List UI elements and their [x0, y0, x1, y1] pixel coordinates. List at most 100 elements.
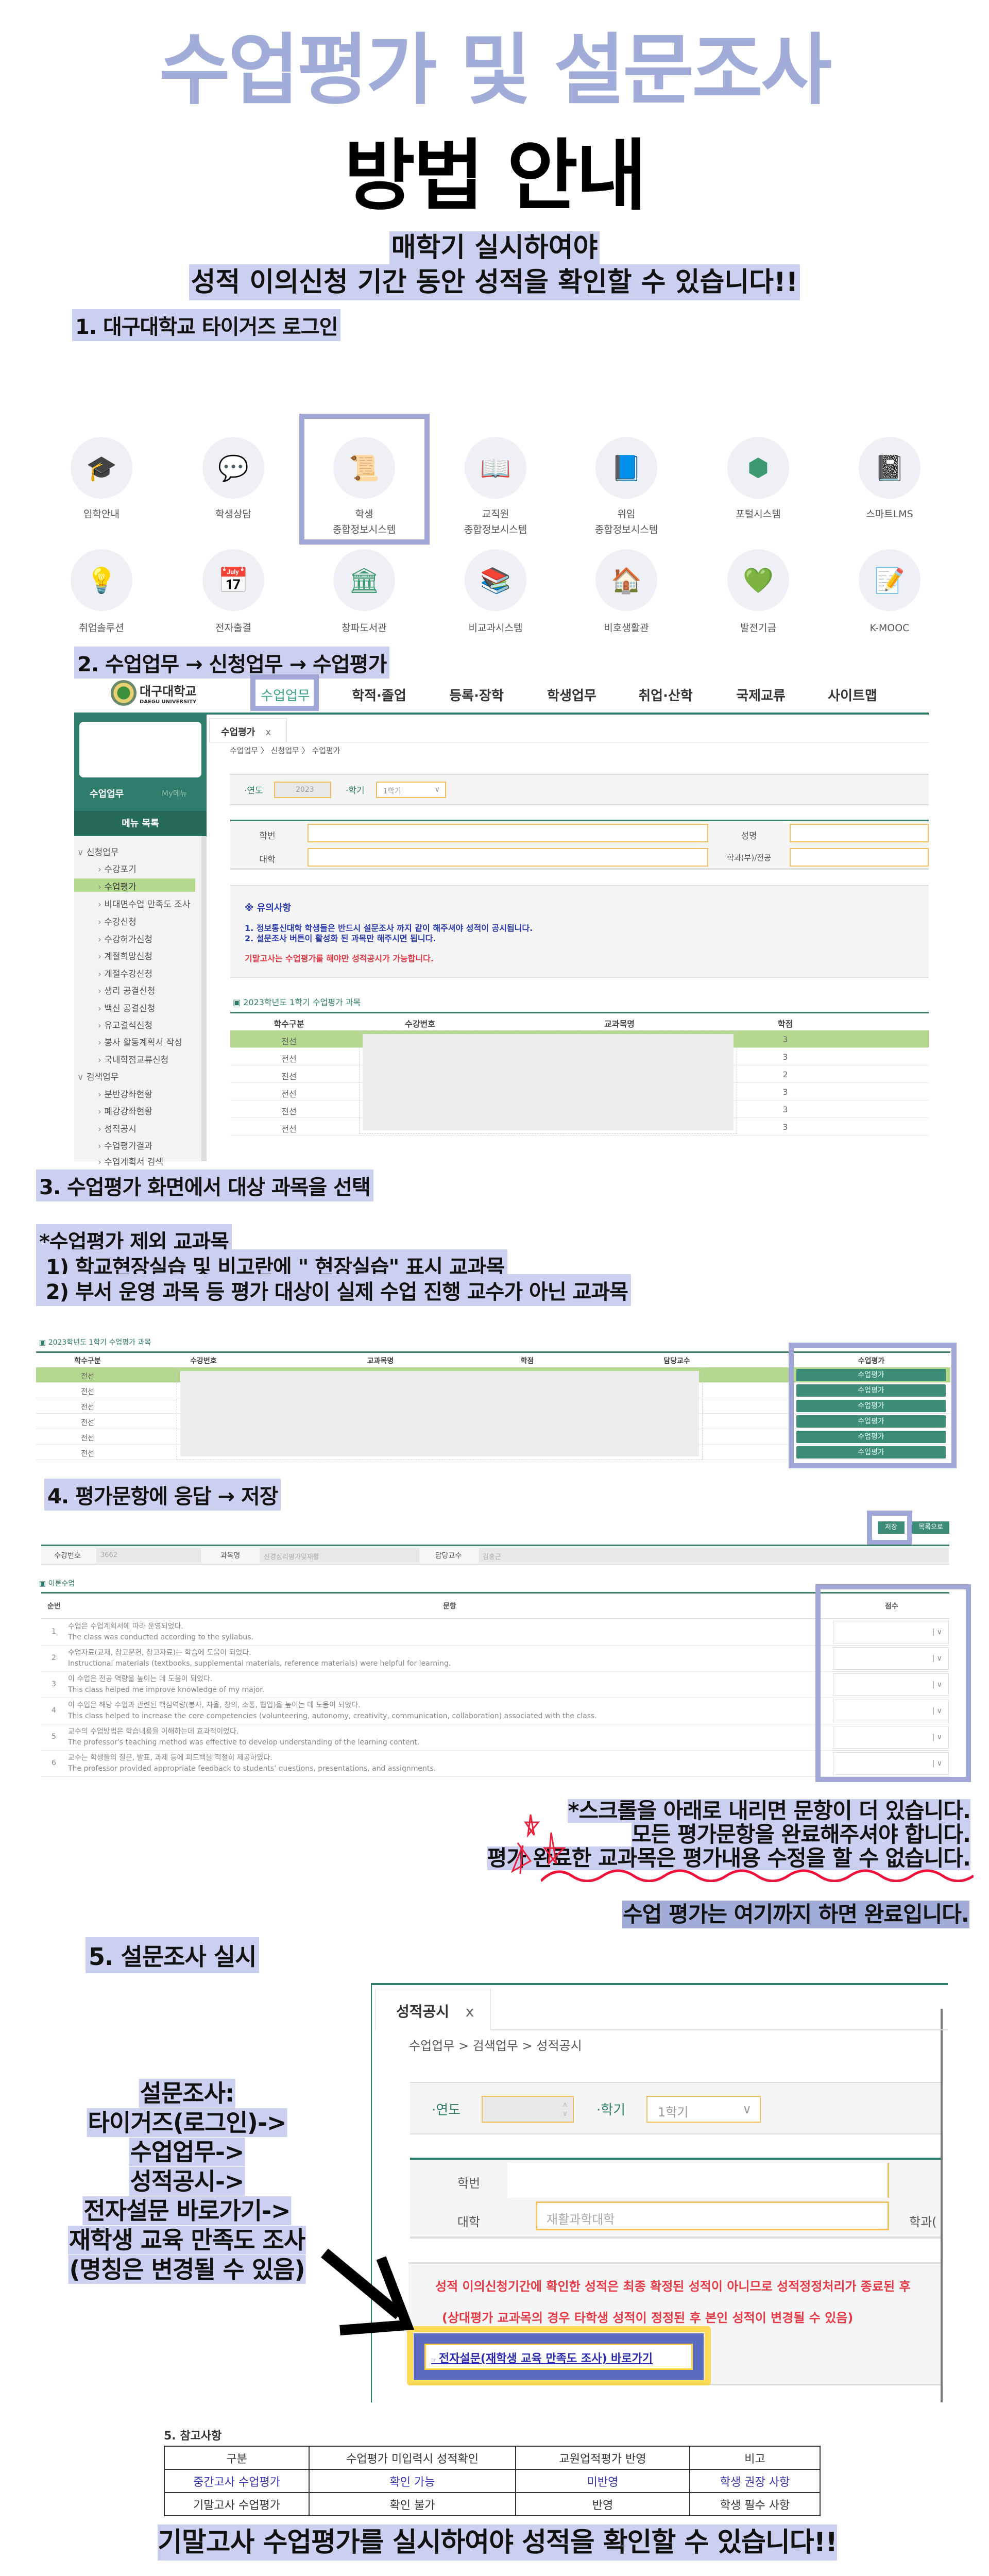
- student-id-input[interactable]: [507, 2163, 889, 2198]
- student-id-input[interactable]: [308, 824, 708, 842]
- scrollbar[interactable]: [941, 2009, 943, 2402]
- college-input[interactable]: 재활과학대학: [536, 2201, 889, 2230]
- portal-link-label[interactable]: 비호생활관: [604, 622, 649, 634]
- evaluate-button[interactable]: 수업평가: [796, 1415, 946, 1428]
- table-row[interactable]: [230, 1118, 929, 1136]
- portal-link-label[interactable]: 포털시스템: [736, 509, 781, 520]
- network-icon[interactable]: ⬢: [727, 437, 789, 499]
- books-icon[interactable]: 📚: [465, 549, 526, 611]
- content-tab[interactable]: 수업평가 x: [209, 718, 287, 742]
- heart-hand-icon[interactable]: 💚: [727, 549, 789, 611]
- grade-tab[interactable]: 성적공시 x: [375, 1989, 491, 2030]
- portal-link-label[interactable]: 스마트LMS: [866, 509, 913, 520]
- path-step-line: 재학생 교육 만족도 조사: [67, 2226, 306, 2255]
- portal-link-label[interactable]: K-MOOC: [869, 622, 910, 634]
- year-input[interactable]: ∧ ∨: [482, 2096, 574, 2123]
- nav-item[interactable]: 학적·졸업: [352, 688, 406, 704]
- reference-row-final: 기말고사 수업평가 확인 불가 반영 학생 필수 사항: [164, 2492, 821, 2516]
- scroll-icon[interactable]: 📜: [333, 437, 395, 499]
- book-icon[interactable]: 📖: [465, 437, 526, 499]
- nav-item[interactable]: 학생업무: [547, 688, 596, 704]
- sidebar-menu-item[interactable]: › 백신 공결신청: [98, 1004, 156, 1014]
- portal-link-label[interactable]: 창파도서관: [342, 622, 387, 634]
- tab-close-icon[interactable]: x: [465, 2003, 474, 2020]
- evaluate-button[interactable]: 수업평가: [796, 1369, 946, 1381]
- spinner-icon[interactable]: ∧ ∨: [562, 2100, 568, 2118]
- sidebar-menu-item[interactable]: ∨ 검색업무: [77, 1072, 119, 1082]
- portal-link-label[interactable]: 비교과시스템: [468, 622, 523, 634]
- portal-link-label[interactable]: 교직원 종합정보시스템: [464, 509, 527, 535]
- year-input[interactable]: 2023: [274, 782, 331, 798]
- graduate-icon[interactable]: 🎓: [71, 437, 132, 499]
- library-icon[interactable]: 🏛: [333, 549, 395, 611]
- sidebar-menu-item[interactable]: › 폐강강좌현황: [98, 1107, 153, 1117]
- nav-item[interactable]: 수업업무: [261, 688, 310, 704]
- lightbulb-icon[interactable]: 💡: [71, 549, 132, 611]
- sidebar-menu-item[interactable]: › 수강포기: [98, 865, 137, 875]
- table-row[interactable]: [36, 1445, 950, 1460]
- score-select[interactable]: | ∨: [833, 1647, 949, 1670]
- college-input[interactable]: [308, 848, 708, 867]
- portal-link-label[interactable]: 발전기금: [740, 622, 776, 634]
- evaluate-button[interactable]: 수업평가: [796, 1446, 946, 1459]
- survey-link[interactable]: ☞ 전자설문(재학생 교육 만족도 조사) 바로가기: [424, 2344, 693, 2370]
- sidebar-menu-item[interactable]: › 계절희망신청: [98, 952, 153, 962]
- sidebar-menu-item[interactable]: › 수강신청: [98, 917, 137, 927]
- sidebar-menu-item[interactable]: › 수업평가결과: [98, 1141, 153, 1151]
- nav-item[interactable]: 등록·장학: [449, 688, 504, 704]
- sidebar-menu-item[interactable]: › 국내학점교류신청: [98, 1055, 169, 1065]
- sidebar-menu-item[interactable]: › 봉사 활동계획서 작성: [98, 1038, 182, 1048]
- question-text-ko: 교수는 학생들의 질문, 발표, 과제 등에 피드백을 적절히 제공하였다.: [68, 1754, 272, 1762]
- chat-icon[interactable]: 💬: [202, 437, 264, 499]
- portal-link-label[interactable]: 전자출결: [215, 622, 251, 634]
- score-select[interactable]: | ∨: [833, 1726, 949, 1749]
- evaluate-button[interactable]: 수업평가: [796, 1384, 946, 1397]
- tab-close-icon[interactable]: x: [265, 727, 271, 738]
- term-select[interactable]: 1학기 ∨: [376, 782, 446, 798]
- notice-item-2: 2. 설문조사 버튼이 활성화 된 과목만 해주시면 됩니다.: [245, 934, 436, 943]
- sidebar-menu-item[interactable]: › 수강허가신청: [98, 935, 153, 945]
- portal-link-label[interactable]: 입학안내: [83, 509, 120, 520]
- score-select[interactable]: | ∨: [833, 1752, 949, 1775]
- calendar-check-icon[interactable]: 📅: [202, 549, 264, 611]
- question-row: [41, 1751, 949, 1777]
- sidebar-menu-item[interactable]: › 비대면수업 만족도 조사: [98, 900, 191, 910]
- sidebar-menu-item[interactable]: › 유고결석신청: [98, 1021, 153, 1031]
- department-input[interactable]: [790, 848, 929, 867]
- sidebar-menu-item[interactable]: › 수업계획서 검색: [98, 1157, 164, 1167]
- reference-row-midterm: 중간고사 수업평가 확인 가능 미반영 학생 권장 사항: [164, 2469, 821, 2493]
- notepad-icon[interactable]: 📝: [859, 549, 920, 611]
- sidebar-menu-item[interactable]: › 성적공시: [98, 1124, 137, 1134]
- sidebar-menu-item[interactable]: › 생리 공결신청: [98, 986, 156, 996]
- nav-item[interactable]: 취업·산학: [638, 688, 693, 704]
- nav-item[interactable]: 국제교류: [736, 688, 786, 704]
- term-select[interactable]: 1학기 ∨: [646, 2096, 761, 2123]
- score-select[interactable]: | ∨: [833, 1673, 949, 1696]
- cap-book-icon[interactable]: 📘: [595, 437, 657, 499]
- evaluate-button[interactable]: 수업평가: [796, 1431, 946, 1443]
- portal-link-label[interactable]: 취업솔루션: [79, 622, 124, 634]
- back-to-list-button[interactable]: 목록으로: [912, 1521, 949, 1534]
- sidebar-menu-item[interactable]: › 계절수강신청: [98, 969, 153, 979]
- sidebar-tab-mymenu[interactable]: My메뉴: [162, 789, 187, 798]
- score-select[interactable]: | ∨: [833, 1621, 949, 1643]
- sidebar-menu-item[interactable]: › 분반강좌현황: [98, 1090, 153, 1100]
- nav-item[interactable]: 사이트맵: [828, 688, 877, 704]
- sidebar-menu-item[interactable]: ∨ 신청업무: [77, 848, 119, 858]
- name-input[interactable]: [790, 824, 929, 842]
- university-logo[interactable]: 대구대학교 DAEGU UNIVERSITY: [111, 680, 196, 706]
- notebook-icon[interactable]: 📓: [859, 437, 920, 499]
- portal-link-label[interactable]: 학생상담: [215, 509, 251, 520]
- house-icon[interactable]: 🏠: [595, 549, 657, 611]
- sidebar-menu-item[interactable]: › 수업평가: [98, 882, 137, 892]
- reference-cell: 학생 필수 사항: [689, 2492, 821, 2516]
- course-type: 전선: [281, 1107, 297, 1116]
- course-type: 전선: [81, 1450, 94, 1458]
- portal-link-label[interactable]: 학생 종합정보시스템: [332, 509, 396, 535]
- evaluate-button[interactable]: 수업평가: [796, 1400, 946, 1412]
- sidebar-tab-class[interactable]: 수업업무: [90, 789, 124, 800]
- portal-link-label[interactable]: 위임 종합정보시스템: [594, 509, 658, 535]
- highlight-student-system: [299, 414, 430, 545]
- score-select[interactable]: | ∨: [833, 1700, 949, 1722]
- save-button[interactable]: 저장: [878, 1521, 905, 1534]
